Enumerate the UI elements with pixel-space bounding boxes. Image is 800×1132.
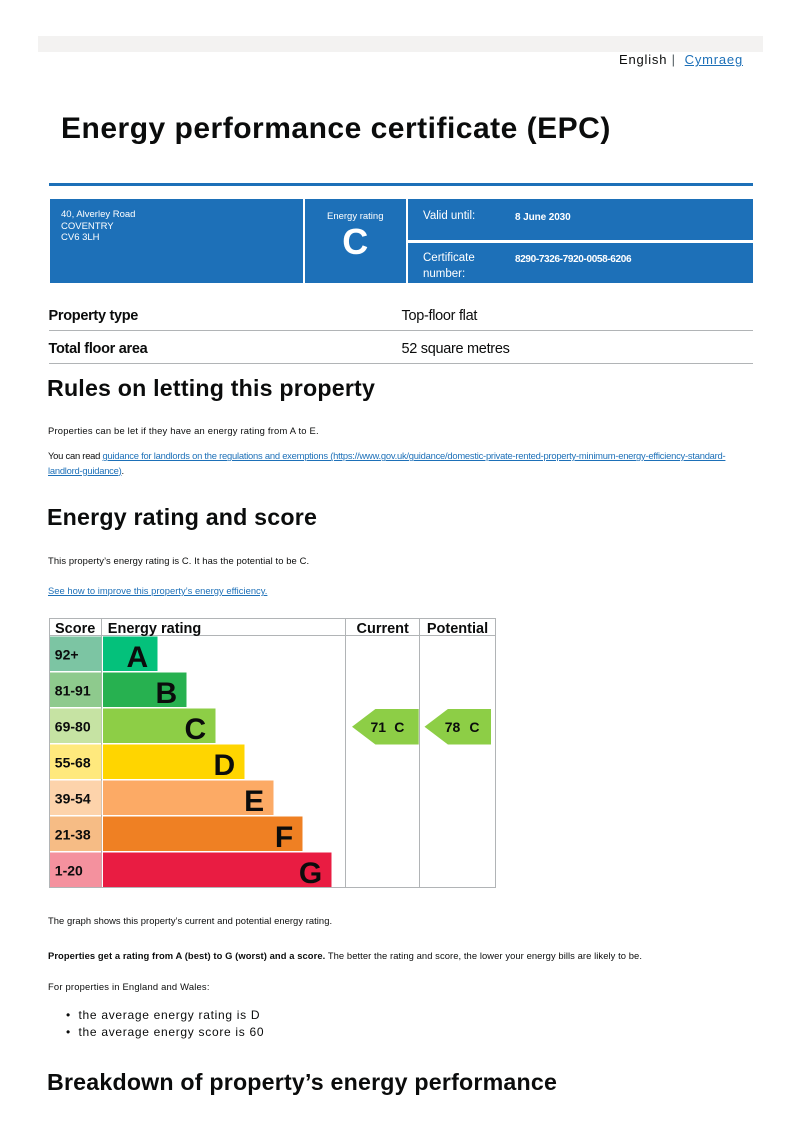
svg-text:C: C — [185, 713, 207, 746]
svg-text:B: B — [156, 677, 178, 710]
svg-text:21-38: 21-38 — [55, 827, 91, 843]
svg-text:D: D — [214, 749, 236, 782]
svg-text:55-68: 55-68 — [55, 755, 91, 771]
svg-text:71: 71 — [371, 719, 387, 735]
svg-text:1-20: 1-20 — [55, 863, 83, 879]
svg-text:92+: 92+ — [55, 647, 79, 663]
svg-text:E: E — [244, 785, 264, 818]
svg-text:F: F — [275, 821, 293, 854]
svg-text:Potential: Potential — [427, 621, 488, 637]
svg-text:A: A — [127, 641, 149, 674]
svg-text:69-80: 69-80 — [55, 719, 91, 735]
svg-text:C: C — [394, 719, 404, 735]
svg-text:81-91: 81-91 — [55, 683, 91, 699]
svg-text:78: 78 — [445, 719, 461, 735]
svg-text:39-54: 39-54 — [55, 791, 91, 807]
svg-text:Score: Score — [55, 621, 95, 637]
svg-text:G: G — [299, 857, 322, 889]
svg-text:Current: Current — [357, 621, 410, 637]
svg-text:Energy rating: Energy rating — [108, 621, 201, 637]
svg-text:C: C — [469, 719, 479, 735]
